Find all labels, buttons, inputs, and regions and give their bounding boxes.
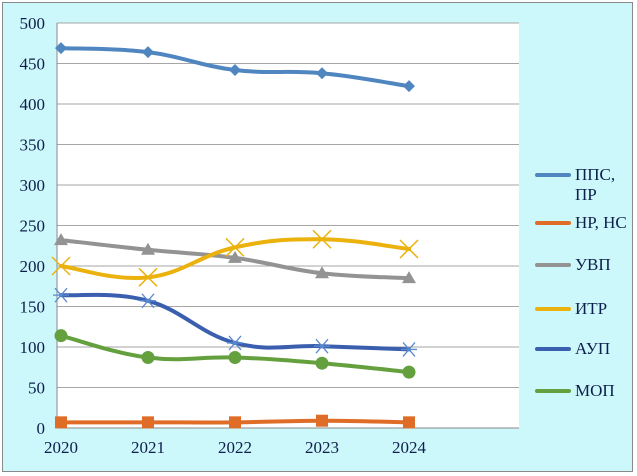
data-point xyxy=(54,233,68,246)
y-tick-label: 500 xyxy=(20,14,46,33)
y-tick-label: 300 xyxy=(20,176,46,195)
legend-label: НР, НС xyxy=(575,213,627,232)
y-tick-label: 0 xyxy=(37,419,46,438)
data-point xyxy=(53,287,69,303)
data-point xyxy=(141,242,155,255)
data-point xyxy=(140,293,156,309)
data-point xyxy=(402,365,416,379)
y-tick-label: 150 xyxy=(20,298,46,317)
data-point xyxy=(227,335,243,351)
x-tick-label: 2023 xyxy=(305,438,339,457)
data-point xyxy=(315,356,329,370)
y-tick-label: 50 xyxy=(28,379,45,398)
data-point xyxy=(225,237,245,257)
legend-swatch xyxy=(535,347,571,351)
y-tick-label: 350 xyxy=(20,136,46,155)
data-point xyxy=(55,416,67,429)
data-point xyxy=(314,338,330,354)
x-tick-label: 2021 xyxy=(131,438,165,457)
data-point xyxy=(402,271,416,284)
legend-label: МОП xyxy=(575,381,615,400)
data-point xyxy=(228,351,242,365)
data-point xyxy=(401,342,417,357)
data-point xyxy=(138,267,158,287)
data-point xyxy=(142,46,154,59)
data-point xyxy=(399,239,419,259)
y-tick-label: 400 xyxy=(20,95,46,114)
x-tick-label: 2022 xyxy=(218,438,252,457)
y-tick-label: 100 xyxy=(20,338,46,357)
data-point xyxy=(51,256,71,276)
line-chart: 0 50 100 150 200 250 300 350 400 450 500 2020 2021 20… xyxy=(20,14,519,457)
legend-label: УВП xyxy=(575,255,611,274)
data-point xyxy=(142,416,154,429)
y-tick-label: 450 xyxy=(20,55,46,74)
data-point xyxy=(403,416,415,429)
data-point xyxy=(316,67,328,80)
data-point xyxy=(141,351,155,365)
data-point xyxy=(312,229,332,249)
legend-swatch xyxy=(535,307,571,311)
chart-frame: 0 50 100 150 200 250 300 350 400 450 500 2020 2021 20… xyxy=(2,2,633,472)
data-point xyxy=(228,250,242,263)
x-tick-label: 2024 xyxy=(392,438,427,457)
legend-label: ИТР xyxy=(575,299,608,318)
y-tick-label: 250 xyxy=(20,217,46,236)
legend-label: ППС, ПР xyxy=(575,165,616,204)
data-point xyxy=(55,42,67,55)
data-point xyxy=(316,414,328,427)
data-point xyxy=(229,63,241,76)
legend-swatch xyxy=(535,173,571,177)
data-point xyxy=(229,416,241,429)
legend-swatch xyxy=(535,389,571,393)
legend-label: АУП xyxy=(575,339,611,358)
y-tick-label: 200 xyxy=(20,257,46,276)
data-point xyxy=(315,266,329,279)
legend-swatch xyxy=(535,263,571,267)
data-point xyxy=(403,80,415,93)
data-point xyxy=(54,329,68,343)
x-tick-label: 2020 xyxy=(44,438,78,457)
legend-swatch xyxy=(535,221,571,225)
